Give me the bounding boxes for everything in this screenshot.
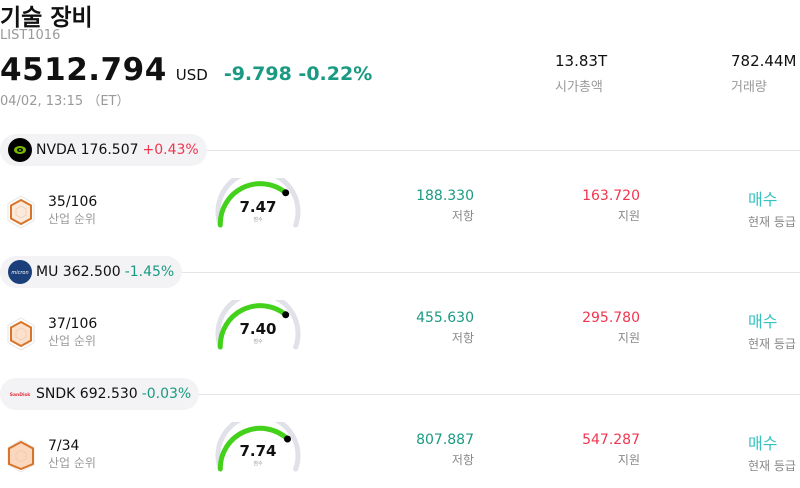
resistance-value: 455.630 bbox=[416, 310, 474, 326]
stock-row-sndk[interactable]: 7/34 산업 순위 7.74 점수 807.887 저항 547.287 지원… bbox=[0, 422, 800, 488]
rank-value: 7/34 bbox=[48, 438, 80, 454]
stock-row-nvda[interactable]: 35/106 산업 순위 7.47 점수 188.330 저항 163.720 … bbox=[0, 178, 800, 250]
svg-text:SanDisk: SanDisk bbox=[10, 392, 31, 397]
ticker: SNDK bbox=[36, 386, 76, 402]
stock-change: -0.03% bbox=[141, 386, 192, 402]
score-label: 점수 bbox=[253, 339, 263, 345]
sandisk-logo-icon: SanDisk bbox=[8, 382, 32, 406]
resistance-label: 저항 bbox=[451, 331, 474, 345]
resistance-label: 저항 bbox=[451, 209, 474, 223]
stock-price: 362.500 bbox=[62, 264, 121, 280]
score-value: 7.40 bbox=[239, 320, 277, 338]
volume-label: 거래량 bbox=[731, 80, 767, 95]
support-label: 지원 bbox=[617, 331, 640, 345]
score-gauge: 7.74 점수 bbox=[212, 422, 304, 476]
page-title: 기술 장비 bbox=[0, 5, 93, 31]
grade-label: 현재 등급 bbox=[748, 215, 796, 229]
hexagon-radar-icon bbox=[7, 195, 35, 229]
support-value: 547.287 bbox=[582, 432, 640, 448]
current-grade: 매수 현재 등급 bbox=[748, 430, 796, 474]
rank-label: 산업 순위 bbox=[48, 334, 96, 348]
hexagon-radar-icon bbox=[7, 317, 35, 351]
index-price: 4512.794 bbox=[0, 52, 167, 88]
rank-label: 산업 순위 bbox=[48, 212, 96, 226]
support-value: 295.780 bbox=[582, 310, 640, 326]
support: 547.287 지원 bbox=[582, 432, 640, 468]
score-value: 7.74 bbox=[239, 442, 277, 460]
stock-pill-mu[interactable]: micron MU 362.500 -1.45% bbox=[0, 256, 183, 288]
divider bbox=[0, 272, 800, 273]
support: 295.780 지원 bbox=[582, 310, 640, 346]
resistance: 455.630 저항 bbox=[416, 310, 474, 346]
stock-header-sndk: SanDisk SNDK 692.530 -0.03% bbox=[0, 378, 800, 410]
score-gauge: 7.47 점수 bbox=[212, 178, 304, 232]
stat-market-cap: 13.83T 시가총액 bbox=[555, 52, 607, 95]
index-symbol: LIST1016 bbox=[0, 28, 61, 43]
grade-value: 매수 bbox=[748, 190, 778, 209]
stock-header-nvda: NVDA 176.507 +0.43% bbox=[0, 134, 800, 166]
resistance-label: 저항 bbox=[451, 453, 474, 467]
stock-price: 692.530 bbox=[79, 386, 138, 402]
divider bbox=[0, 150, 800, 151]
support-value: 163.720 bbox=[582, 188, 640, 204]
grade-value: 매수 bbox=[748, 312, 778, 331]
industry-rank: 7/34 산업 순위 bbox=[48, 438, 96, 471]
support: 163.720 지원 bbox=[582, 188, 640, 224]
volume-value: 782.44M bbox=[731, 52, 797, 70]
stock-row-mu[interactable]: 37/106 산업 순위 7.40 점수 455.630 저항 295.780 … bbox=[0, 300, 800, 372]
current-grade: 매수 현재 등급 bbox=[748, 186, 796, 230]
industry-rank: 35/106 산업 순위 bbox=[48, 194, 97, 227]
svg-text:micron: micron bbox=[11, 270, 28, 275]
support-label: 지원 bbox=[617, 209, 640, 223]
index-change: -9.798 -0.22% bbox=[223, 63, 373, 85]
resistance-value: 188.330 bbox=[416, 188, 474, 204]
rank-label: 산업 순위 bbox=[48, 456, 96, 470]
score-gauge: 7.40 점수 bbox=[212, 300, 304, 354]
stock-change: +0.43% bbox=[142, 142, 199, 158]
stock-pill-sndk[interactable]: SanDisk SNDK 692.530 -0.03% bbox=[0, 378, 200, 410]
support-label: 지원 bbox=[617, 453, 640, 467]
market-cap-value: 13.83T bbox=[555, 52, 608, 70]
nvidia-logo-icon bbox=[8, 138, 32, 162]
resistance: 807.887 저항 bbox=[416, 432, 474, 468]
stock-header-mu: micron MU 362.500 -1.45% bbox=[0, 256, 800, 288]
stat-volume: 782.44M 거래량 bbox=[731, 52, 796, 95]
micron-logo-icon: micron bbox=[8, 260, 32, 284]
price-row: 4512.794 USD -9.798 -0.22% bbox=[0, 52, 372, 88]
grade-label: 현재 등급 bbox=[748, 459, 796, 473]
hexagon-radar-icon bbox=[7, 439, 35, 473]
rank-value: 35/106 bbox=[48, 194, 98, 210]
resistance: 188.330 저항 bbox=[416, 188, 474, 224]
stock-pill-nvda[interactable]: NVDA 176.507 +0.43% bbox=[0, 134, 207, 166]
score-label: 점수 bbox=[253, 461, 263, 467]
ticker: NVDA bbox=[36, 142, 77, 158]
resistance-value: 807.887 bbox=[416, 432, 474, 448]
rank-value: 37/106 bbox=[48, 316, 98, 332]
currency-label: USD bbox=[175, 66, 208, 84]
score-label: 점수 bbox=[253, 217, 263, 223]
timestamp: 04/02, 13:15 （ET） bbox=[0, 94, 130, 109]
industry-rank: 37/106 산업 순위 bbox=[48, 316, 97, 349]
grade-label: 현재 등급 bbox=[748, 337, 796, 351]
market-cap-label: 시가총액 bbox=[555, 80, 603, 95]
score-value: 7.47 bbox=[239, 198, 277, 216]
current-grade: 매수 현재 등급 bbox=[748, 308, 796, 352]
stock-change: -1.45% bbox=[124, 264, 175, 280]
grade-value: 매수 bbox=[748, 434, 778, 453]
stock-price: 176.507 bbox=[80, 142, 139, 158]
ticker: MU bbox=[36, 264, 59, 280]
divider bbox=[0, 394, 800, 395]
